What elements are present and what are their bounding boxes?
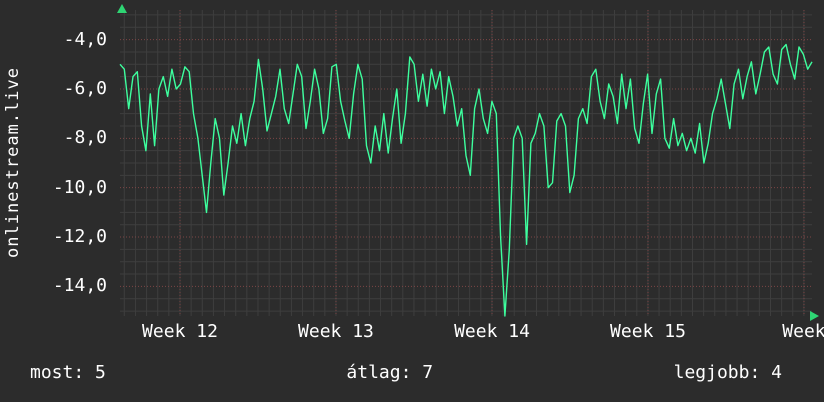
x-axis-labels: Week 12 Week 13 Week 14 Week 15 Week <box>120 321 824 345</box>
chart-svg <box>117 4 819 321</box>
x-tick-label: Week <box>782 321 824 342</box>
x-tick-label: Week 14 <box>454 321 530 342</box>
plot-area <box>117 4 819 321</box>
stat-atlag: átlag: 7 <box>346 361 434 383</box>
y-tick-label: -8,0 <box>63 127 107 149</box>
footer-stats: most: 5 átlag: 7 legjobb: 4 <box>0 356 824 388</box>
y-tick-label: -10,0 <box>52 176 107 198</box>
y-tick-label: -4,0 <box>63 28 107 50</box>
y-tick-label: -12,0 <box>52 226 107 248</box>
axis-arrow-up-icon <box>117 4 127 13</box>
x-tick-label: Week 15 <box>610 321 686 342</box>
x-tick-label: Week 12 <box>142 321 218 342</box>
axis-arrow-right-icon <box>810 311 819 321</box>
x-tick-label: Week 13 <box>298 321 374 342</box>
y-tick-label: -14,0 <box>52 275 107 297</box>
stat-most: most: 5 <box>30 361 106 383</box>
stat-legjobb: legjobb: 4 <box>673 361 782 383</box>
y-tick-label: -6,0 <box>63 77 107 99</box>
y-axis-labels: -4,0 -6,0 -8,0 -10,0 -12,0 -14,0 <box>0 10 113 316</box>
